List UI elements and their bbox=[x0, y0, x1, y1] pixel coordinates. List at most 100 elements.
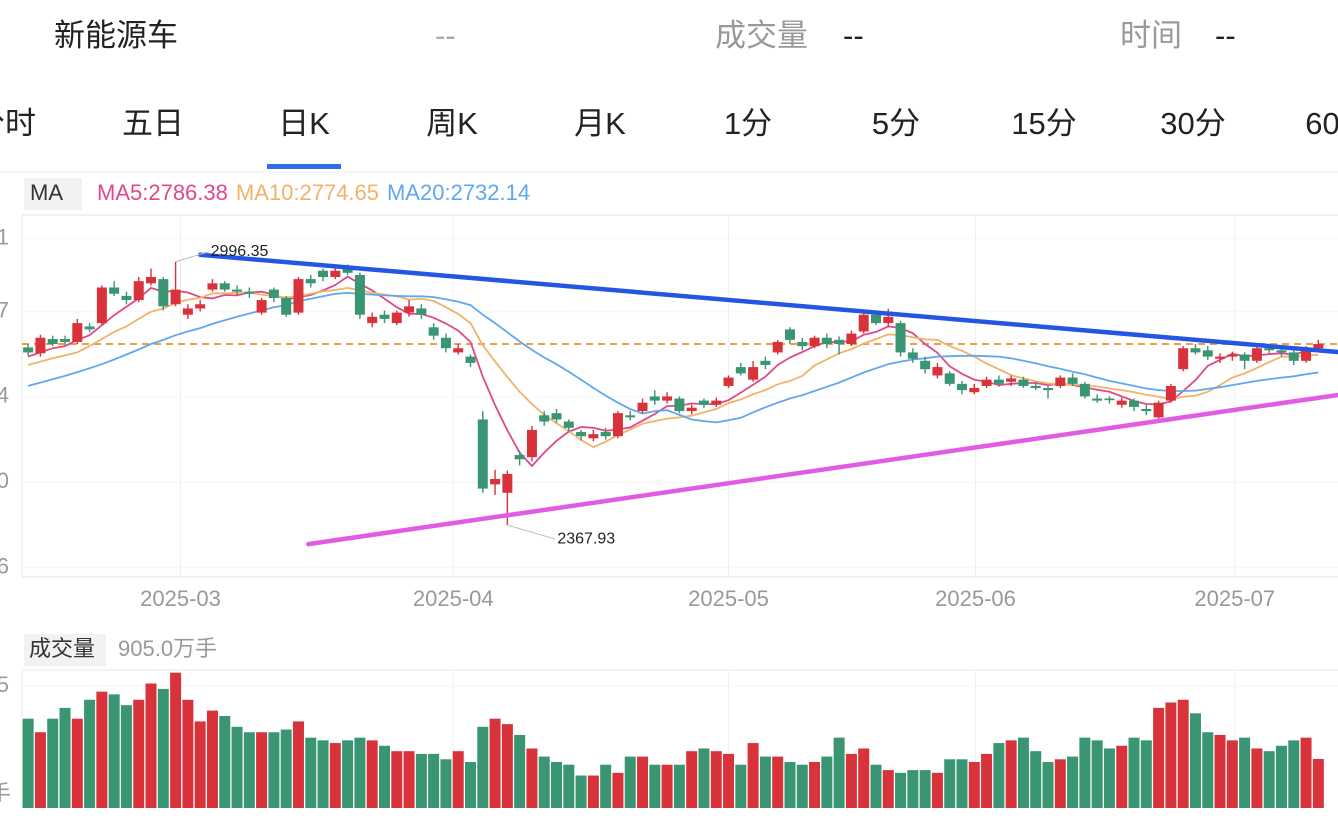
volume-bar bbox=[968, 762, 980, 808]
tab[interactable]: 30分 bbox=[1160, 106, 1225, 141]
candle-body bbox=[539, 415, 550, 422]
candle-body bbox=[735, 367, 746, 374]
volume-bar bbox=[157, 688, 169, 808]
candle-body bbox=[858, 314, 869, 332]
candle-body bbox=[526, 429, 537, 458]
volume-bar bbox=[194, 721, 206, 808]
y-tick-label: 2877 bbox=[0, 298, 9, 323]
candle-body bbox=[600, 432, 611, 437]
candle-body bbox=[428, 327, 439, 336]
volume-bar bbox=[624, 756, 636, 808]
volume-bar bbox=[452, 751, 464, 808]
volume-bar bbox=[637, 756, 649, 808]
volume-bar bbox=[329, 743, 341, 808]
volume-bar bbox=[796, 764, 808, 808]
ma-line bbox=[27, 286, 1319, 449]
volume-bar bbox=[845, 753, 857, 808]
volume: -- bbox=[843, 18, 864, 53]
candle-body bbox=[686, 407, 697, 412]
candle-body bbox=[920, 360, 931, 370]
candle-body bbox=[367, 316, 378, 324]
candle-body bbox=[170, 289, 181, 305]
y-tick-label: 3051 bbox=[0, 225, 9, 250]
ma-line bbox=[27, 275, 1319, 468]
volume-bar bbox=[698, 748, 710, 808]
volume-bar bbox=[170, 672, 182, 808]
volume-bar bbox=[428, 753, 440, 808]
y-tick-label: 2674 bbox=[0, 383, 9, 408]
volume-bar bbox=[600, 764, 612, 808]
volume-bar bbox=[575, 775, 587, 808]
volume-bar bbox=[489, 718, 501, 808]
candle-body bbox=[698, 400, 709, 405]
candle-body bbox=[760, 360, 771, 365]
candle-body bbox=[1239, 354, 1250, 361]
candle-body bbox=[477, 419, 488, 489]
tab[interactable]: 5分 bbox=[872, 106, 920, 141]
volume-bar bbox=[1030, 751, 1042, 808]
tab[interactable]: 五日 bbox=[122, 106, 184, 141]
tab[interactable]: 15分 bbox=[1011, 106, 1076, 141]
volume-bar bbox=[256, 732, 268, 808]
candle-body bbox=[379, 314, 390, 319]
x-tick-label: 2025-06 bbox=[935, 586, 1016, 611]
candle-body bbox=[1079, 383, 1090, 397]
candle-body bbox=[514, 455, 525, 460]
time: -- bbox=[1215, 18, 1236, 53]
candle-body bbox=[195, 304, 206, 309]
volume-bar bbox=[661, 764, 673, 808]
candle-body bbox=[612, 413, 623, 437]
candle-body bbox=[1165, 385, 1176, 401]
volume-bar bbox=[870, 764, 882, 808]
volume-bar bbox=[34, 732, 46, 808]
tab[interactable]: 分时 bbox=[0, 106, 36, 141]
tab[interactable]: 月K bbox=[574, 106, 626, 141]
candle-body bbox=[305, 279, 316, 284]
tab[interactable]: 日K bbox=[278, 106, 330, 141]
volume-label: 成交量 bbox=[715, 18, 808, 53]
volume-bar bbox=[1300, 737, 1312, 808]
candle-body bbox=[219, 283, 230, 290]
candle-body bbox=[404, 306, 415, 313]
candle-body bbox=[1190, 348, 1201, 353]
candle-body bbox=[391, 312, 402, 324]
legend-title: MA bbox=[30, 180, 63, 205]
candle-body bbox=[23, 347, 34, 353]
volume-bar bbox=[1054, 759, 1066, 808]
volume-bar bbox=[354, 737, 366, 808]
candle-body bbox=[96, 287, 107, 324]
candle-body bbox=[1141, 408, 1152, 412]
tab[interactable]: 60分 bbox=[1305, 106, 1338, 141]
candle-body bbox=[772, 341, 783, 353]
volume-bar bbox=[1202, 732, 1214, 808]
volume-bar bbox=[1091, 740, 1103, 808]
candle-body bbox=[1153, 402, 1164, 418]
candle-body bbox=[1006, 378, 1017, 382]
candle-body bbox=[1030, 385, 1041, 389]
candle-body bbox=[342, 266, 353, 273]
candle-body bbox=[354, 274, 365, 315]
volume-bar bbox=[907, 770, 919, 808]
y-tick-label: 2255 bbox=[0, 672, 9, 697]
candle-body bbox=[256, 300, 267, 313]
candle-body bbox=[588, 434, 599, 439]
volume-bar bbox=[501, 724, 513, 808]
volume-bar bbox=[1067, 756, 1079, 808]
price: -- bbox=[435, 18, 456, 53]
candle-body bbox=[158, 279, 169, 307]
candle-body bbox=[944, 373, 955, 384]
legend-entry: MA5:2786.38 bbox=[97, 180, 228, 205]
volume-bar bbox=[710, 751, 722, 808]
candle-body bbox=[1301, 348, 1312, 361]
candle-body bbox=[453, 348, 464, 353]
volume-bar bbox=[858, 748, 870, 808]
tab[interactable]: 周K bbox=[426, 106, 478, 141]
volume-bar bbox=[526, 748, 538, 808]
volume-bar bbox=[673, 764, 685, 808]
volume-bar bbox=[280, 729, 292, 808]
volume-bar bbox=[231, 726, 243, 808]
volume-bar bbox=[317, 740, 329, 808]
tab[interactable]: 1分 bbox=[724, 106, 772, 141]
volume-legend-title: 成交量 bbox=[29, 636, 95, 661]
